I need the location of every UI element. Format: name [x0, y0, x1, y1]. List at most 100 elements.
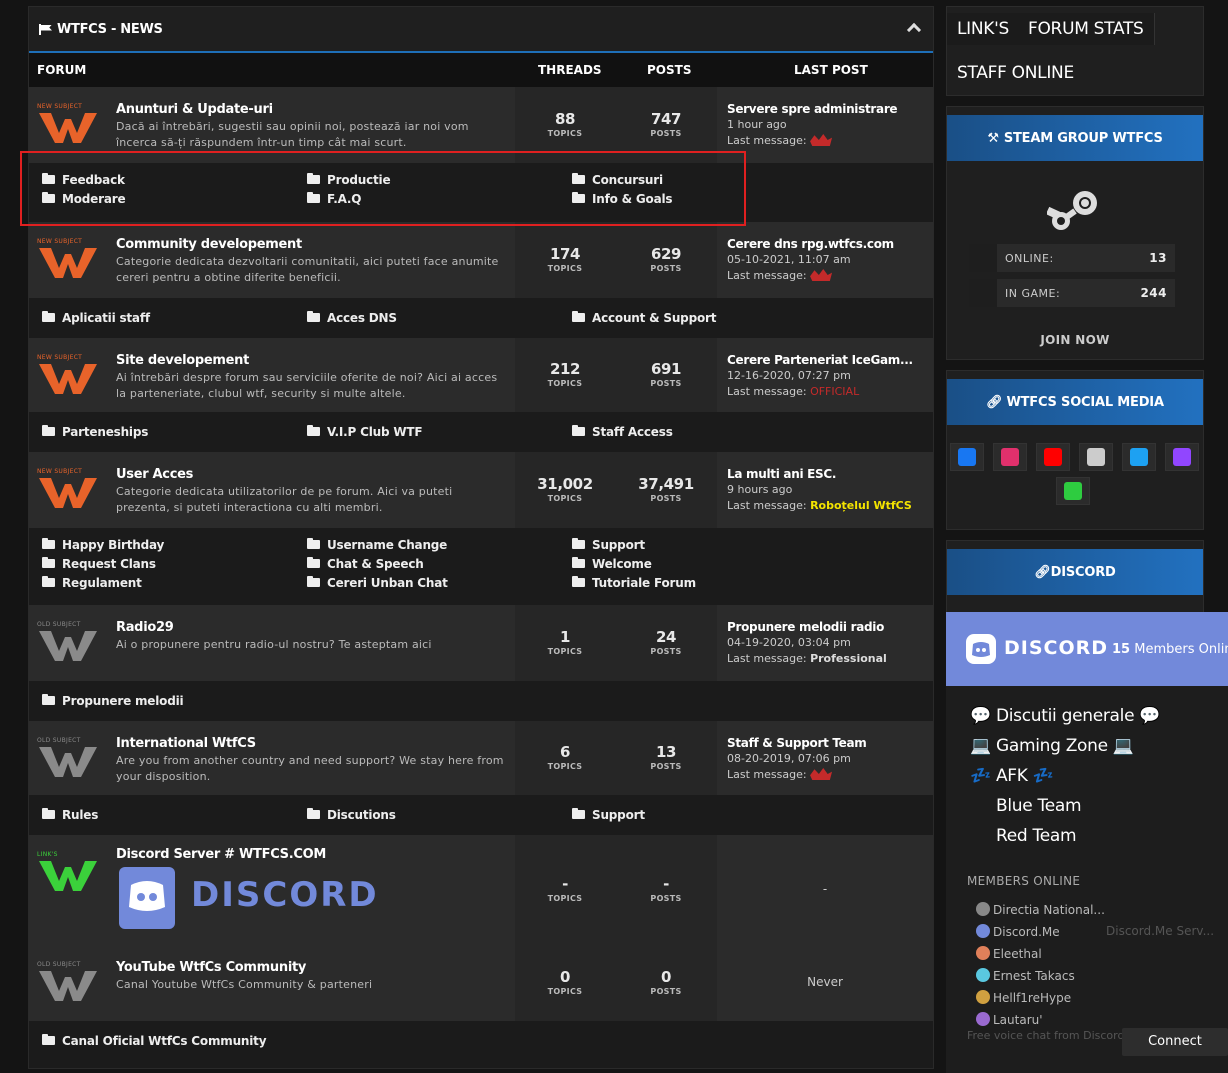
forum-title-link[interactable]: User Acces — [116, 467, 194, 482]
forum-description: Canal Youtube WtfCs Community & partener… — [116, 978, 373, 991]
tab-staff-online[interactable]: STAFF ONLINE — [957, 63, 1074, 83]
subforum-link[interactable]: Happy Birthday — [42, 538, 164, 552]
forum-info: LINK'S Discord Server # WTFCS.COM DISCOR… — [29, 835, 515, 945]
subforum-link[interactable]: F.A.Q — [307, 192, 361, 206]
forum-title-link[interactable]: International WtfCS — [116, 736, 256, 751]
last-post: Propunere melodii radio 04-19-2020, 03:0… — [717, 605, 933, 681]
forum-info: NEW SUBJECT Site developement Ai întrebăr… — [29, 338, 515, 412]
google-plus-icon[interactable] — [1056, 477, 1090, 505]
forum-status-icon: OLD SUBJECT — [37, 737, 97, 781]
discord-channel[interactable]: 💤 AFK 💤 — [970, 766, 1054, 786]
subforum-link[interactable]: Aplicatii staff — [42, 311, 150, 325]
tab-forum-stats[interactable]: FORUM STATS — [1018, 13, 1155, 45]
topics-count: 31,002 — [537, 475, 593, 493]
discord-channel[interactable]: Blue Team — [996, 796, 1082, 816]
last-post-title[interactable]: Propunere melodii radio — [727, 620, 885, 634]
subforum-link[interactable]: Discutions — [307, 808, 396, 822]
instagram-icon[interactable] — [993, 443, 1027, 471]
forum-title-link[interactable]: Anunturi & Update-uri — [116, 102, 273, 117]
last-post: - — [717, 835, 933, 945]
forum-stats: 174 TOPICS 629 POSTS — [515, 222, 717, 298]
posts-count: - — [663, 875, 669, 893]
forum-title-link[interactable]: Site developement — [116, 353, 250, 368]
subforum-link[interactable]: Username Change — [307, 538, 447, 552]
subforum-link[interactable]: Chat & Speech — [307, 557, 424, 571]
discord-member[interactable]: Ernest Takacs — [976, 968, 1075, 983]
steam-small-icon — [969, 244, 997, 272]
last-post-title[interactable]: Cerere dns rpg.wtfcs.com — [727, 237, 894, 251]
forum-stats: 0 TOPICS 0 POSTS — [515, 945, 717, 1021]
last-post-time: 9 hours ago — [727, 483, 793, 496]
forum-stats: 31,002 TOPICS 37,491 POSTS — [515, 452, 717, 528]
discord-channel[interactable]: 💻 Gaming Zone 💻 — [970, 736, 1134, 756]
collapse-chevron-icon[interactable] — [906, 22, 922, 38]
subforum-link[interactable]: Support — [572, 538, 645, 552]
forum-status-icon: OLD SUBJECT — [37, 961, 97, 1005]
subforum-link[interactable]: Canal Oficial WtfCs Community — [42, 1034, 267, 1048]
subforum-link[interactable]: Concursuri — [572, 173, 663, 187]
last-post-title[interactable]: La multi ani ESC. — [727, 467, 837, 481]
discord-channel[interactable]: Red Team — [996, 826, 1077, 846]
forum-title-link[interactable]: Community developement — [116, 237, 302, 252]
twitter-icon[interactable] — [1122, 443, 1156, 471]
youtube-icon[interactable] — [1036, 443, 1070, 471]
subforum-link[interactable]: Cereri Unban Chat — [307, 576, 448, 590]
last-post-title[interactable]: Servere spre administrare — [727, 102, 898, 116]
forum-title-link[interactable]: Radio29 — [116, 620, 174, 635]
connect-button[interactable]: Connect — [1122, 1028, 1228, 1056]
subforum-link[interactable]: Moderare — [42, 192, 126, 206]
forum-stats: 88 TOPICS 747 POSTS — [515, 87, 717, 163]
discord-member[interactable]: Discord.Me — [976, 924, 1060, 939]
posts-label: POSTS — [650, 494, 682, 503]
subforum-link[interactable]: V.I.P Club WTF — [307, 425, 423, 439]
subforum-link[interactable]: Regulament — [42, 576, 142, 590]
discord-member[interactable]: Directia National... — [976, 902, 1105, 917]
subforum-link[interactable]: Rules — [42, 808, 98, 822]
subforum-link[interactable]: Info & Goals — [572, 192, 673, 206]
tab-links[interactable]: LINK'S — [947, 13, 1021, 45]
subforum-link[interactable]: Request Clans — [42, 557, 156, 571]
forum-status-icon: NEW SUBJECT — [37, 354, 97, 398]
subforum-link[interactable]: Propunere melodii — [42, 694, 184, 708]
members-online-heading: MEMBERS ONLINE — [967, 874, 1081, 888]
news-panel-header[interactable]: WTFCS - NEWS — [29, 7, 933, 53]
last-post-title[interactable]: Staff & Support Team — [727, 736, 867, 750]
last-message-label: Last message: — [727, 385, 807, 398]
steam-online-label: ONLINE: — [1005, 252, 1054, 265]
last-post-author[interactable]: Professional — [810, 652, 887, 665]
facebook-icon[interactable] — [950, 443, 984, 471]
last-post-author-avatar[interactable] — [810, 269, 833, 281]
forum-stats: 1 TOPICS 24 POSTS — [515, 605, 717, 681]
subforum-link[interactable]: Tutoriale Forum — [572, 576, 696, 590]
last-post-title[interactable]: Cerere Parteneriat IceGam... — [727, 353, 913, 367]
join-now-button[interactable]: JOIN NOW — [1040, 333, 1110, 347]
subforum-link[interactable]: Staff Access — [572, 425, 673, 439]
forum-status-label: NEW SUBJECT — [37, 354, 83, 361]
subforum-link[interactable]: Acces DNS — [307, 311, 397, 325]
subforum-link[interactable]: Feedback — [42, 173, 125, 187]
forum-row: NEW SUBJECT Site developement Ai întrebăr… — [29, 338, 933, 412]
subforum-label: Support — [592, 538, 645, 552]
steam-icon[interactable] — [1079, 443, 1113, 471]
discord-member[interactable]: Eleethal — [976, 946, 1042, 961]
posts-stat: 24 POSTS — [626, 628, 706, 656]
subforum-link[interactable]: Support — [572, 808, 645, 822]
last-post-author[interactable]: Roboțelul WtfCS — [810, 499, 912, 512]
discord-channel[interactable]: 💬 Discutii generale 💬 — [970, 706, 1161, 726]
subforum-link[interactable]: Account & Support — [572, 311, 716, 325]
subforum-link[interactable]: Parteneships — [42, 425, 148, 439]
subforum-link[interactable]: Productie — [307, 173, 391, 187]
last-post-author-avatar[interactable] — [810, 134, 833, 146]
forum-title-link[interactable]: YouTube WtfCs Community — [116, 960, 307, 975]
last-post-author-avatar[interactable] — [810, 768, 833, 780]
twitch-icon[interactable] — [1165, 443, 1199, 471]
discord-banner-wordmark[interactable]: DISCORD — [191, 875, 379, 915]
discord-member[interactable]: Lautaru' — [976, 1012, 1043, 1027]
last-post-author-line: Last message: Professional — [727, 651, 887, 667]
subforum-link[interactable]: Welcome — [572, 557, 652, 571]
forum-row: LINK'S Discord Server # WTFCS.COM DISCOR… — [29, 835, 933, 945]
last-post-author[interactable]: OFFICIAL — [810, 385, 860, 398]
discord-member[interactable]: Hellf1reHype — [976, 990, 1071, 1005]
forum-title-link[interactable]: Discord Server # WTFCS.COM — [116, 847, 327, 862]
